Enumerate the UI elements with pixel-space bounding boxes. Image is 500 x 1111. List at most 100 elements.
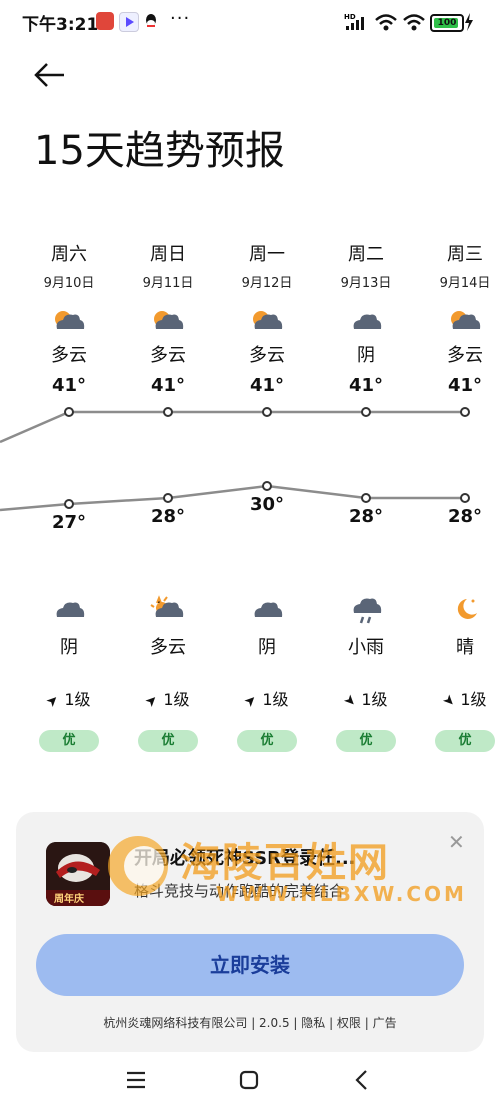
partly-cloudy-night-icon (123, 595, 213, 629)
svg-text:HD: HD (344, 13, 356, 21)
night-column: 阴 (222, 595, 312, 659)
app-notification-icon (96, 12, 114, 30)
partly-cloudy-icon (420, 307, 500, 337)
back-button[interactable] (30, 58, 70, 92)
day-date: 9月11日 (142, 276, 194, 291)
page-title: 15天趋势预报 (34, 128, 285, 174)
aqi-badge: 优 (435, 730, 495, 752)
watermark-url: WWW.HLBXW.COM (216, 882, 467, 906)
home-square-icon (239, 1070, 259, 1090)
wind-level: 1级 (163, 690, 190, 709)
high-temp-line-point (163, 407, 173, 417)
temp-high: 41° (447, 375, 483, 396)
high-temp-line-point (361, 407, 371, 417)
temp-low: 28° (348, 506, 384, 527)
high-temp-line-point (262, 407, 272, 417)
night-column: 阴 (24, 595, 114, 659)
cloudy-icon (222, 595, 312, 629)
night-column: 小雨 (321, 595, 411, 659)
wind-info: ➤ 1级 (222, 686, 312, 711)
status-time: 下午3:21 (22, 15, 99, 35)
wind-level: 1级 (361, 690, 388, 709)
day-condition: 多云 (51, 345, 87, 366)
partly-cloudy-icon (123, 307, 213, 337)
day-column: 周二 9月13日 阴 41° (321, 240, 411, 396)
video-app-icon (119, 12, 139, 32)
day-condition: 多云 (150, 345, 186, 366)
back-arrow-icon (34, 63, 64, 87)
low-temp-line-point (460, 493, 470, 503)
wind-info: ➤ 1级 (420, 686, 500, 711)
battery-icon: 100 (430, 14, 464, 32)
wind-direction-icon: ➤ (340, 691, 361, 711)
charging-icon (464, 13, 474, 35)
ad-footer: 杭州炎魂网络科技有限公司 | 2.0.5 | 隐私 | 权限 | 广告 (103, 1016, 397, 1030)
aqi-badge: 优 (39, 730, 99, 752)
battery-level: 100 (437, 18, 457, 28)
temp-low: 30° (249, 494, 285, 515)
wind-direction-icon: ➤ (43, 691, 64, 711)
install-button[interactable]: 立即安装 (36, 934, 464, 996)
low-temp-line-point (262, 481, 272, 491)
day-condition: 多云 (249, 345, 285, 366)
wind-info: ➤ 1级 (24, 686, 114, 711)
day-date: 9月10日 (43, 276, 95, 291)
temp-low: 27° (51, 512, 87, 533)
partly-cloudy-icon (222, 307, 312, 337)
temp-high: 41° (51, 375, 87, 396)
day-name: 周日 (150, 244, 186, 265)
ad-title: 开局必领死神SSR登录任... (134, 848, 356, 869)
wind-direction-icon: ➤ (241, 691, 262, 711)
qq-icon (142, 12, 160, 30)
low-temp-line-point (361, 493, 371, 503)
day-date: 9月14日 (439, 276, 491, 291)
night-column: 多云 (123, 595, 213, 659)
high-temp-line (0, 410, 465, 444)
home-nav-button[interactable] (229, 1066, 269, 1094)
cloudy-icon (321, 307, 411, 337)
day-name: 周三 (447, 244, 483, 265)
day-column: 周三 9月14日 多云 41° (420, 240, 500, 396)
night-condition: 晴 (456, 637, 474, 658)
aqi-badge: 优 (336, 730, 396, 752)
back-nav-button[interactable] (342, 1066, 382, 1094)
wind-level: 1级 (460, 690, 487, 709)
battery-fill (434, 18, 458, 28)
temp-low: 28° (150, 506, 186, 527)
temp-high: 41° (150, 375, 186, 396)
day-date: 9月12日 (241, 276, 293, 291)
status-bar: 下午3:21 ··· HD 100 (0, 0, 500, 44)
watermark-title: 海陵百姓网 (180, 840, 390, 886)
wifi-icon (374, 12, 398, 36)
day-condition: 阴 (357, 345, 375, 366)
temp-high: 41° (348, 375, 384, 396)
day-date: 9月13日 (340, 276, 392, 291)
back-chevron-icon (355, 1070, 367, 1090)
day-condition: 多云 (447, 345, 483, 366)
temp-low: 28° (447, 506, 483, 527)
wind-level: 1级 (262, 690, 289, 709)
high-temp-line-point (460, 407, 470, 417)
ad-description: 格斗竞技与动作跑酷的完美结合 (134, 882, 345, 900)
ad-card[interactable]: 周年庆 开局必领死神SSR登录任... 格斗竞技与动作跑酷的完美结合 ✕ 立即安… (16, 812, 484, 1052)
light-rain-icon (321, 595, 411, 629)
wind-info: ➤ 1级 (123, 686, 213, 711)
forecast-scroll[interactable]: 周六 9月10日 多云 41° 阴 ➤ 1级 优 周日 9月11日 多云 41°… (0, 230, 500, 760)
aqi-badge: 优 (237, 730, 297, 752)
wind-level: 1级 (64, 690, 91, 709)
partly-cloudy-icon (24, 307, 114, 337)
wind-direction-icon: ➤ (142, 691, 163, 711)
day-name: 周二 (348, 244, 384, 265)
menu-nav-button[interactable] (116, 1066, 156, 1094)
close-ad-icon[interactable]: ✕ (448, 830, 465, 854)
wind-direction-icon: ➤ (439, 691, 460, 711)
wifi-icon-2 (402, 12, 426, 36)
low-temp-line-point (64, 499, 74, 509)
watermark-logo: 海陵百姓网 WWW.HLBXW.COM (88, 830, 488, 910)
temperature-chart (0, 407, 470, 512)
day-name: 周一 (249, 244, 285, 265)
day-name: 周六 (51, 244, 87, 265)
ad-app-icon[interactable]: 周年庆 (46, 842, 110, 906)
menu-icon (127, 1071, 145, 1089)
night-condition: 阴 (60, 637, 78, 658)
